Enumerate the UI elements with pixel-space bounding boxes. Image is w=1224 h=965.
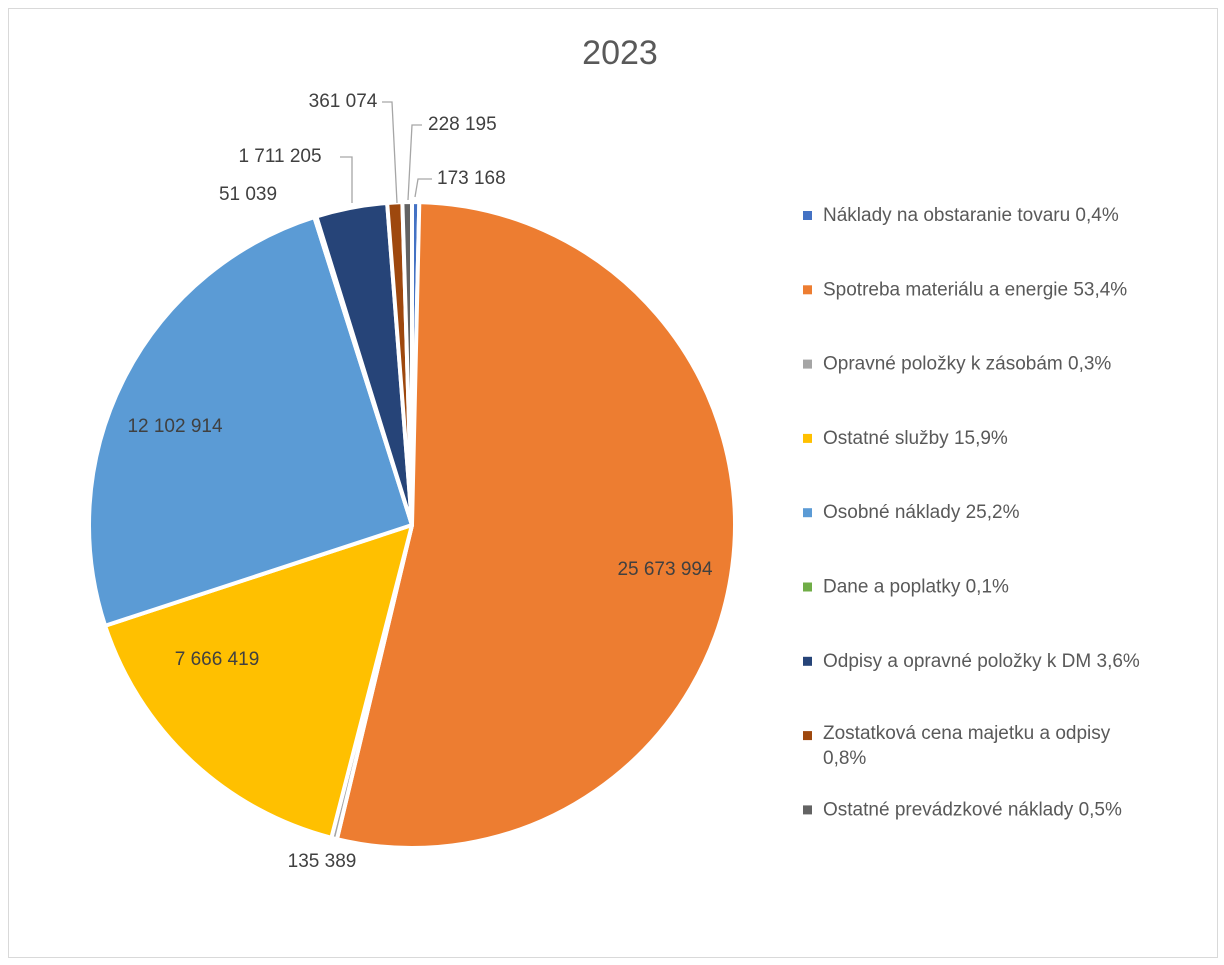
leader-line (407, 124, 422, 201)
leader-line (414, 178, 432, 198)
legend-item-opravne-polozky-k-zasobam: Opravné položky k zásobám 0,3% (823, 354, 1111, 375)
legend-item-zostatkova-cena-majetku-a-odpisy: Zostatková cena majetku a odpisy 0,8% (823, 723, 1111, 769)
legend-swatch (803, 285, 812, 295)
legend-item-ostatne-sluzby: Ostatné služby 15,9% (823, 428, 1008, 449)
legend-item-ostatne-prevadzkove-naklady: Ostatné prevádzkové náklady 0,5% (823, 799, 1122, 820)
data-label-spotreba-materialu-a-energie: 25 673 994 (617, 559, 713, 580)
legend-swatch (803, 508, 812, 518)
legend-swatch (803, 359, 812, 369)
legend-swatch (803, 582, 812, 592)
legend-item-dane-a-poplatky: Dane a poplatky 0,1% (823, 577, 1009, 598)
legend-item-naklady-na-obstaranie-tovaru: Náklady na obstaranie tovaru 0,4% (823, 205, 1119, 226)
data-label-naklady-na-obstaranie-tovaru: 173 168 (437, 168, 506, 189)
legend-item-odpisy-a-opravne-polozky-k-dm: Odpisy a opravné položky k DM 3,6% (823, 651, 1140, 672)
legend-swatch (803, 656, 812, 666)
slice-ostatne-sluzby (103, 523, 414, 840)
leader-lines (340, 101, 432, 204)
data-label-odpisy-a-opravne-polozky-k-dm: 1 711 205 (238, 146, 321, 167)
slice-osobne-naklady (87, 215, 414, 628)
data-label-dane-a-poplatky: 51 039 (219, 184, 277, 205)
data-label-zostatkova-cena-majetku-a-odpisy: 361 074 (309, 91, 378, 112)
slice-ostatne-prevadzkove-naklady (400, 199, 414, 527)
legend: Náklady na obstaranie tovaru 0,4% Spotreb… (803, 205, 1140, 820)
legend-item-spotreba-materialu-a-energie: Spotreba materiálu a energie 53,4% (823, 279, 1127, 300)
data-label-opravne-polozky-k-zasobam: 135 389 (288, 851, 357, 872)
legend-swatch (803, 731, 812, 741)
data-labels: 173 168 25 673 994 135 389 7 666 419 12 102 … (127, 91, 713, 872)
leader-line (340, 156, 353, 203)
legend-swatch (803, 211, 812, 220)
slice-spotreba-materialu-a-energie (334, 200, 737, 850)
pie-slices (87, 199, 737, 850)
data-label-ostatne-prevadzkove-naklady: 228 195 (428, 114, 497, 135)
data-label-osobne-naklady: 12 102 914 (127, 416, 223, 437)
legend-swatch (803, 805, 812, 815)
data-label-ostatne-sluzby: 7 666 419 (175, 649, 260, 670)
legend-item-osobne-naklady: Osobné náklady 25,2% (823, 502, 1020, 523)
leader-line (382, 101, 398, 204)
chart-title: 2023 (582, 34, 658, 72)
legend-swatch (803, 433, 812, 443)
